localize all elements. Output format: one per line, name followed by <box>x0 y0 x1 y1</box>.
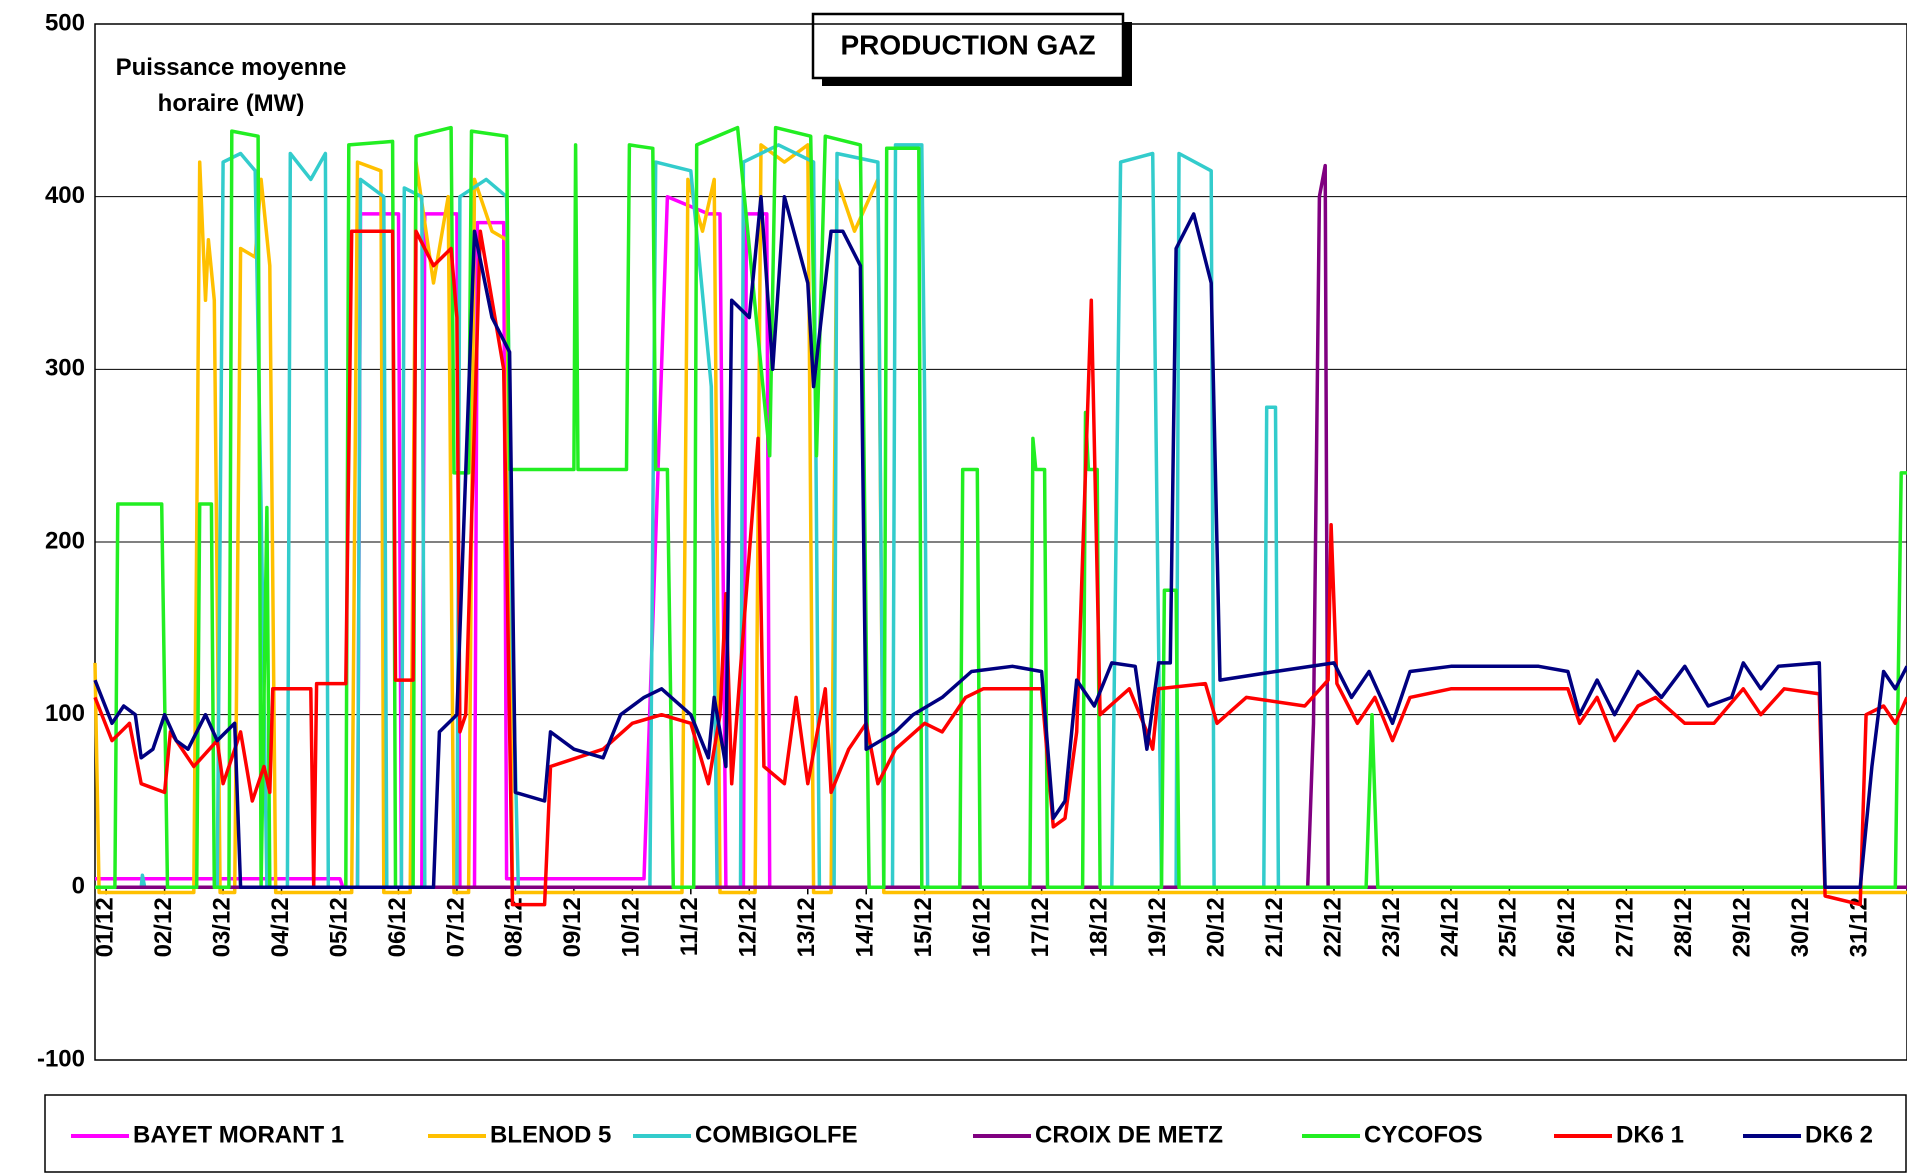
y-tick-label: 100 <box>45 700 85 727</box>
x-tick-label: 03/12 <box>208 897 235 957</box>
x-tick-label: 02/12 <box>150 897 177 957</box>
x-tick-label: 31/12 <box>1846 897 1873 957</box>
x-tick-label: 25/12 <box>1495 897 1522 957</box>
x-tick-label: 16/12 <box>969 897 996 957</box>
y-tick-label: -100 <box>37 1045 85 1072</box>
x-tick-label: 19/12 <box>1144 897 1171 957</box>
y-tick-label: 300 <box>45 355 85 382</box>
x-tick-label: 18/12 <box>1085 897 1112 957</box>
legend-box <box>44 1094 1907 1173</box>
x-tick-label: 04/12 <box>267 897 294 957</box>
x-tick-label: 06/12 <box>384 897 411 957</box>
y-tick-label: 400 <box>45 182 85 209</box>
series-line <box>95 143 1907 890</box>
x-tick-label: 10/12 <box>618 897 645 957</box>
x-tick-label: 30/12 <box>1787 897 1814 957</box>
y-tick-label: 0 <box>72 873 85 900</box>
chart-title: PRODUCTION GAZ <box>840 29 1095 60</box>
y-axis-label: Puissance moyenne horaire (MW) <box>115 54 347 117</box>
legend-label: CROIX DE METZ <box>1035 1121 1223 1148</box>
x-tick-label: 01/12 <box>91 897 118 957</box>
x-tick-label: 22/12 <box>1319 897 1346 957</box>
series-line <box>95 163 1907 890</box>
series-line <box>93 229 1907 907</box>
legend-label: DK6 1 <box>1616 1121 1684 1148</box>
series-line <box>93 143 1907 895</box>
y-tick-label: 500 <box>45 9 85 36</box>
x-tick-label: 21/12 <box>1261 897 1288 957</box>
legend-label: BAYET MORANT 1 <box>133 1121 344 1148</box>
x-tick-label: 15/12 <box>910 897 937 957</box>
x-tick-label: 08/12 <box>501 897 528 957</box>
x-tick-label: 23/12 <box>1378 897 1405 957</box>
legend-label: CYCOFOS <box>1364 1121 1483 1148</box>
series-line <box>95 125 1907 890</box>
y-tick-label: 200 <box>45 527 85 554</box>
x-tick-label: 26/12 <box>1553 897 1580 957</box>
series-line <box>93 194 1907 890</box>
x-tick-label: 09/12 <box>559 897 586 957</box>
x-tick-label: 27/12 <box>1612 897 1639 957</box>
x-tick-label: 28/12 <box>1670 897 1697 957</box>
x-tick-label: 07/12 <box>442 897 469 957</box>
legend-label: BLENOD 5 <box>490 1121 611 1148</box>
x-tick-label: 20/12 <box>1202 897 1229 957</box>
x-tick-label: 11/12 <box>676 897 703 956</box>
x-tick-label: 12/12 <box>735 897 762 957</box>
x-tick-label: 24/12 <box>1436 897 1463 957</box>
plot-frame <box>94 23 1907 1061</box>
x-tick-label: 13/12 <box>793 897 820 957</box>
legend-label: COMBIGOLFE <box>695 1121 858 1148</box>
x-tick-label: 14/12 <box>852 897 879 957</box>
x-tick-label: 17/12 <box>1027 897 1054 957</box>
x-tick-label: 05/12 <box>325 897 352 957</box>
x-tick-label: 29/12 <box>1729 897 1756 957</box>
legend-label: DK6 2 <box>1805 1121 1873 1148</box>
